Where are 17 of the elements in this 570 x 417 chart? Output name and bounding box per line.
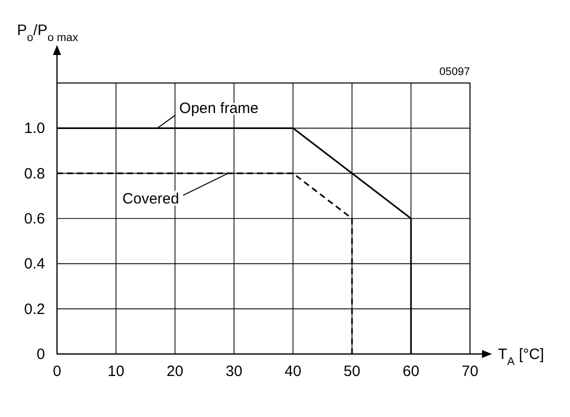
x-tick-label: 30 <box>226 363 242 380</box>
y-tick-label: 0.6 <box>24 210 45 228</box>
x-tick-label: 0 <box>52 363 62 380</box>
x-tick-label: 50 <box>344 363 360 380</box>
x-tick-label: 70 <box>462 363 478 380</box>
y-tick-label: 0 <box>36 346 45 363</box>
y-tick-label: 0.8 <box>24 165 45 182</box>
text: 05097 <box>439 66 470 78</box>
y-tick-label: 0.4 <box>24 256 45 273</box>
x-tick-label: 60 <box>402 363 420 380</box>
x-tick-label: 20 <box>166 363 184 380</box>
x-tick-label: 10 <box>108 363 124 380</box>
y-tick-label: 1.0 <box>24 120 45 138</box>
y-tick-label: 0.2 <box>24 300 45 318</box>
x-axis-title: T$_{A}$ [°C] <box>498 346 544 368</box>
y-axis-title: P$_{o}$/P$_{o max}$ <box>17 22 78 44</box>
x-tick-label: 40 <box>284 363 302 380</box>
